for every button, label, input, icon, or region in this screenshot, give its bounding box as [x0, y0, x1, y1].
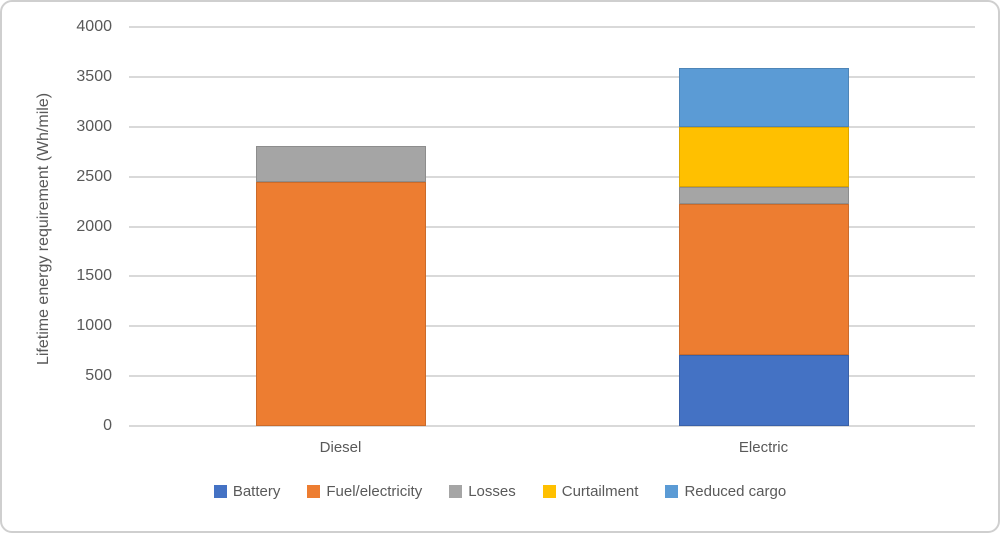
legend-item-losses: Losses	[449, 483, 516, 500]
plot-area	[129, 26, 975, 427]
y-tick-label: 1500	[76, 267, 112, 285]
gridline	[129, 26, 975, 28]
y-tick-label: 2500	[76, 167, 112, 185]
bar-segment-curtailment	[678, 126, 849, 187]
gridline	[129, 75, 975, 78]
legend-label: Curtailment	[561, 483, 639, 500]
y-tick-label: 3500	[76, 67, 112, 85]
legend-swatch-icon	[665, 485, 679, 498]
legend-item-fuel-electricity: Fuel/electricity	[307, 483, 422, 500]
bar-segment-battery	[678, 355, 849, 426]
legend-swatch-icon	[307, 485, 321, 498]
legend-swatch-icon	[449, 485, 463, 498]
bar-segment-losses	[255, 145, 426, 182]
y-tick-label: 4000	[76, 18, 112, 35]
x-axis-labels: Diesel Electric	[129, 439, 975, 459]
y-axis-tick-labels: 0 500 1000 1500 2000 2500 3000 3500 4000	[2, 19, 112, 434]
gridline	[129, 225, 975, 228]
legend-label: Reduced cargo	[684, 483, 787, 500]
bar-segment-fuel-electricity	[255, 181, 426, 426]
gridline	[129, 125, 975, 128]
gridline	[129, 325, 975, 328]
legend-item-reduced-cargo: Reduced cargo	[665, 483, 786, 500]
y-tick-label: 3000	[76, 117, 112, 135]
legend: Battery Fuel/electricity Losses Curtailment…	[2, 483, 998, 500]
legend-label: Battery	[232, 483, 281, 500]
bar-diesel	[255, 145, 426, 426]
y-tick-label: 500	[85, 367, 112, 385]
x-axis-label-electric: Electric	[738, 439, 789, 456]
y-tick-label: 2000	[76, 217, 112, 235]
y-tick-label: 1000	[76, 317, 112, 335]
gridline	[129, 175, 975, 178]
legend-swatch-icon	[542, 485, 556, 498]
gridline	[129, 275, 975, 278]
legend-swatch-icon	[213, 485, 227, 498]
legend-label: Losses	[468, 483, 516, 500]
legend-label: Fuel/electricity	[326, 483, 423, 500]
gridline	[129, 425, 975, 427]
x-axis-label-diesel: Diesel	[319, 439, 362, 456]
bar-electric	[678, 67, 849, 426]
legend-item-battery: Battery	[213, 483, 281, 500]
bar-segment-reduced-cargo	[678, 67, 849, 127]
legend-item-curtailment: Curtailment	[542, 483, 639, 500]
bar-segment-losses	[678, 186, 849, 204]
gridline	[129, 375, 975, 378]
y-tick-label: 0	[103, 417, 112, 434]
bar-segment-fuel-electricity	[678, 203, 849, 356]
